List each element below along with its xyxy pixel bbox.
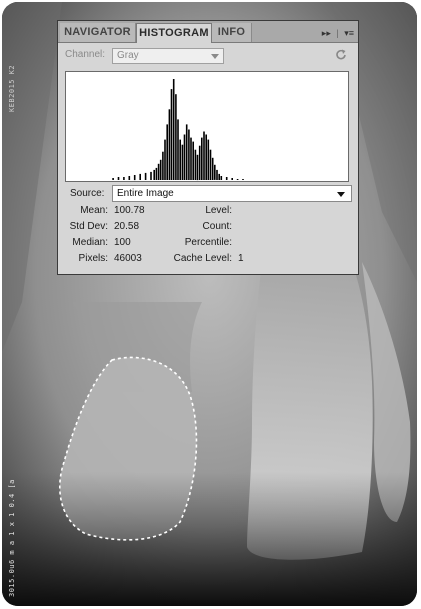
histogram-chart (65, 71, 349, 182)
panel-menu-icon[interactable]: ▾≡ (344, 27, 354, 38)
median-value: 100 (114, 237, 131, 248)
histogram-bar (218, 173, 220, 180)
histogram-bar (179, 139, 181, 180)
expand-icon[interactable]: ▸▸ (321, 27, 331, 38)
film-id-label-bottom: 3015.0u6 m a 1 x 1 0.4 [a (8, 479, 16, 597)
source-value: Entire Image (117, 188, 174, 199)
histogram-bar (166, 124, 168, 180)
tab-navigator[interactable]: NAVIGATOR (60, 23, 136, 42)
histogram-bar (150, 171, 152, 180)
histogram-bar (123, 177, 125, 180)
histogram-bar (203, 131, 205, 180)
histogram-bar (188, 129, 190, 180)
count-label: Count: (202, 221, 232, 232)
histogram-bar (192, 141, 194, 180)
histogram-bar (185, 124, 188, 180)
panel-tab-bar: NAVIGATOR HISTOGRAM INFO ▸▸ | ▾≡ (58, 21, 358, 43)
pixels-label: Pixels: (78, 253, 108, 264)
tab-info[interactable]: INFO (212, 23, 252, 42)
histogram-bar (209, 149, 212, 180)
chevron-down-icon (337, 192, 345, 197)
histogram-bar (211, 157, 214, 180)
channel-select[interactable]: Gray (112, 48, 224, 64)
mean-label: Mean: (80, 205, 108, 216)
histogram-bar (220, 176, 223, 180)
chevron-down-icon (211, 54, 219, 59)
histogram-bar (153, 169, 155, 180)
median-label: Median: (72, 237, 108, 248)
source-select[interactable]: Entire Image (112, 185, 352, 202)
histogram-bar (155, 167, 158, 180)
cache-level-value: 1 (238, 253, 244, 264)
cache-level-label: Cache Level: (173, 253, 232, 264)
film-id-label-top: KEB2015 K2 (8, 64, 16, 112)
histogram-bar (164, 139, 166, 180)
histogram-bar (168, 109, 171, 180)
histogram-bar (128, 176, 131, 180)
histogram-bar (207, 139, 210, 180)
histogram-bar (225, 177, 228, 180)
pixels-value: 46003 (114, 253, 142, 264)
histogram-bar (214, 164, 216, 180)
histogram-bar (183, 134, 186, 180)
histogram-bar (112, 178, 114, 180)
histogram-bar (181, 144, 184, 180)
histogram-bar (177, 119, 179, 180)
histogram-bar (144, 172, 147, 180)
histogram-bar (205, 134, 207, 180)
histogram-bar (242, 179, 244, 180)
histogram-bar (231, 178, 233, 180)
histogram-bar (190, 137, 192, 180)
channel-value: Gray (117, 50, 139, 61)
menu-separator: | (336, 27, 339, 38)
source-row: Source: Entire Image (58, 185, 358, 203)
histogram-bar (139, 173, 141, 180)
histogram-bar (170, 89, 173, 180)
panel-menu-controls: ▸▸ | ▾≡ (322, 25, 354, 39)
histogram-plot (112, 79, 244, 181)
std-dev-label: Std Dev: (69, 221, 108, 232)
histogram-bar (159, 159, 162, 180)
histogram-bar (162, 151, 164, 180)
source-label: Source: (70, 188, 105, 199)
percentile-label: Percentile: (184, 237, 232, 248)
channel-label: Channel: (65, 49, 106, 60)
level-label: Level: (205, 205, 232, 216)
tab-histogram[interactable]: HISTOGRAM (136, 23, 212, 43)
histogram-bar (194, 149, 197, 180)
histogram-bar (196, 154, 199, 181)
histogram-bar (236, 179, 239, 180)
std-dev-value: 20.58 (114, 221, 140, 232)
histogram-bar (172, 79, 175, 180)
histogram-bar (157, 163, 160, 180)
histogram-bar (216, 169, 218, 180)
refresh-icon[interactable] (334, 48, 348, 62)
histogram-panel: NAVIGATOR HISTOGRAM INFO ▸▸ | ▾≡ Channel… (57, 20, 359, 275)
mean-value: 100.78 (114, 205, 145, 216)
histogram-bar (201, 137, 203, 180)
histogram-bar (175, 94, 177, 180)
histogram-bar (133, 175, 136, 181)
histogram-bar (117, 177, 120, 180)
histogram-bar (198, 145, 201, 180)
marquee-selection[interactable] (59, 356, 198, 541)
channel-row: Channel: Gray (58, 45, 358, 67)
